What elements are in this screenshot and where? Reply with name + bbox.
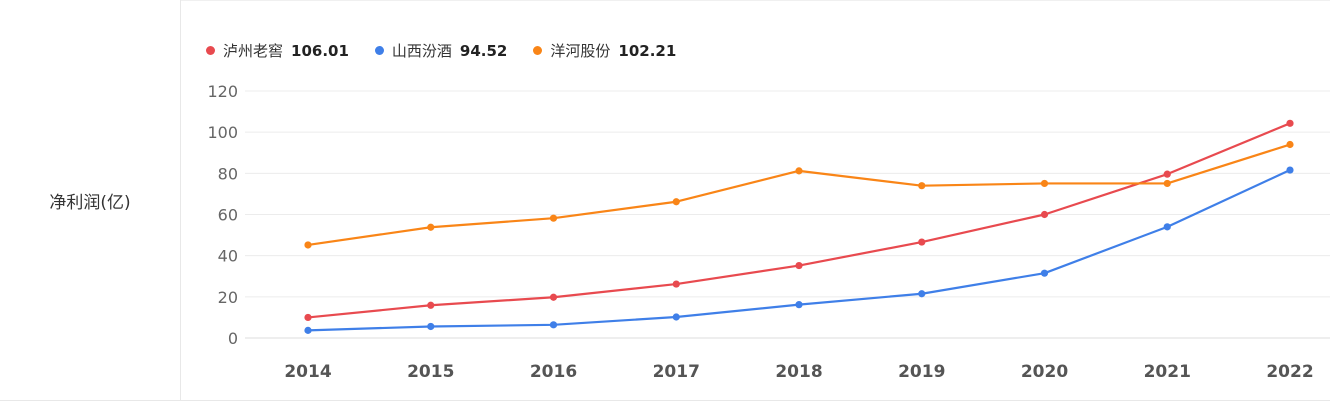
legend-item-luzhoulaojiao[interactable]: 泸州老窖 106.01 <box>206 40 349 61</box>
data-point <box>672 313 680 321</box>
legend-dot-icon <box>374 46 384 55</box>
legend-item-shanxifenjiu[interactable]: 山西汾酒 94.52 <box>374 40 508 61</box>
data-point <box>918 182 926 190</box>
data-point <box>427 322 435 331</box>
x-tick-label: 2019 <box>898 362 945 382</box>
x-tick-label: 2020 <box>1021 362 1068 382</box>
y-tick-label: 20 <box>218 288 238 307</box>
data-point <box>549 321 558 329</box>
data-point <box>1286 166 1294 174</box>
data-point <box>304 241 312 249</box>
y-tick-label: 120 <box>207 82 238 101</box>
data-point <box>795 261 803 270</box>
x-tick-label: 2016 <box>530 362 577 382</box>
data-point <box>427 301 435 309</box>
data-point <box>304 326 312 334</box>
top-divider <box>180 0 1330 1</box>
data-point <box>795 167 803 175</box>
data-point <box>304 313 312 322</box>
x-tick-label: 2017 <box>653 362 700 382</box>
y-tick-label: 60 <box>218 206 238 225</box>
legend-dot-icon <box>533 46 543 55</box>
legend-value: 102.21 <box>618 41 677 60</box>
data-point <box>1040 269 1049 277</box>
legend-label: 山西汾酒 <box>391 42 452 60</box>
data-point <box>918 290 926 298</box>
y-tick-label: 80 <box>218 164 238 183</box>
legend-label: 泸州老窖 <box>223 42 284 60</box>
legend-item-yanghegufen[interactable]: 洋河股份 102.21 <box>533 40 676 61</box>
data-point <box>549 293 558 301</box>
data-point <box>1163 179 1171 188</box>
x-tick-label: 2021 <box>1144 362 1191 382</box>
chart-legend: 泸州老窖 106.01 山西汾酒 94.52 洋河股份 102.21 <box>206 40 676 61</box>
data-point <box>1040 210 1049 219</box>
data-point <box>1286 140 1294 149</box>
data-point <box>672 280 680 288</box>
x-tick-label: 2014 <box>284 362 331 382</box>
data-point <box>1163 170 1171 178</box>
data-point <box>1040 179 1049 188</box>
bottom-divider <box>0 400 1330 401</box>
data-point <box>795 301 803 309</box>
legend-label: 洋河股份 <box>550 42 611 60</box>
data-point <box>549 214 558 222</box>
legend-dot-icon <box>206 46 215 55</box>
row-label-cell: 净利润(亿) <box>0 0 181 400</box>
data-point <box>672 198 680 206</box>
x-tick-label: 2022 <box>1266 362 1313 382</box>
data-point <box>1286 119 1294 127</box>
data-point <box>427 223 435 231</box>
data-point <box>918 238 926 246</box>
y-tick-label: 40 <box>218 247 238 266</box>
series-line-2 <box>307 143 1291 247</box>
row-label: 净利润(亿) <box>49 192 131 213</box>
series-line-0 <box>307 122 1291 319</box>
y-tick-label: 100 <box>207 123 238 142</box>
x-tick-label: 2018 <box>775 362 822 382</box>
legend-value: 106.01 <box>291 41 349 60</box>
y-tick-label: 0 <box>228 329 238 348</box>
legend-value: 94.52 <box>459 41 508 60</box>
data-point <box>1163 223 1171 231</box>
x-tick-label: 2015 <box>407 362 454 382</box>
